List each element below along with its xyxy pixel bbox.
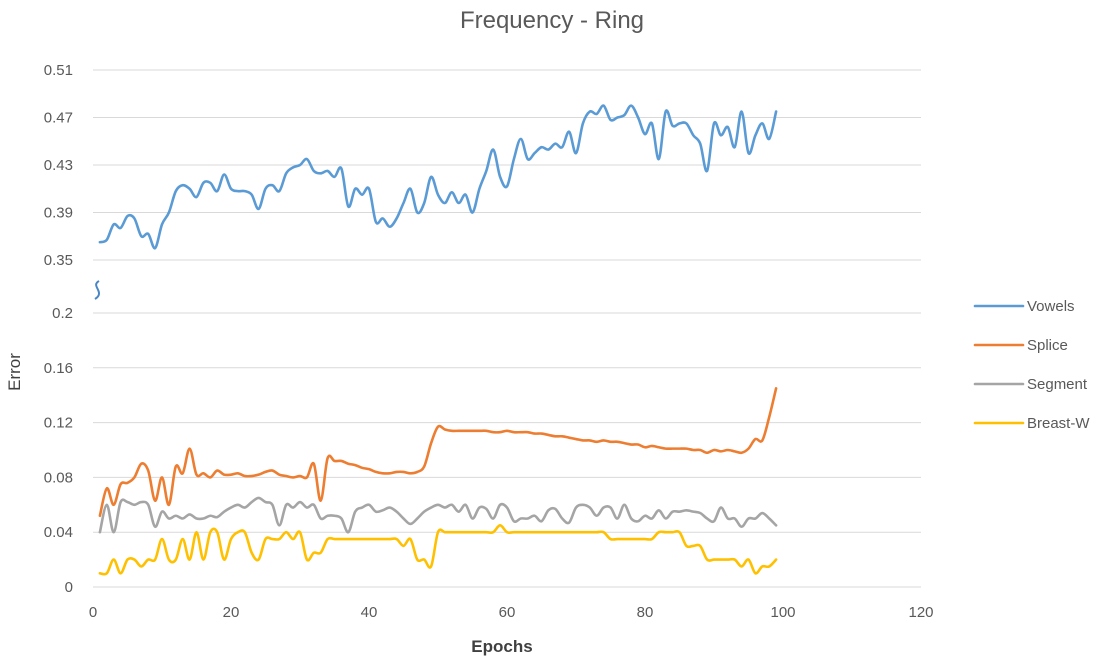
axis-break-icon bbox=[94, 280, 100, 300]
legend: Vowels Splice Segment Breast-W bbox=[973, 298, 1090, 432]
x-tick-label: 20 bbox=[223, 604, 240, 621]
lower-y-tick-label: 0 bbox=[65, 579, 73, 596]
lower-y-tick-label: 0.04 bbox=[44, 524, 73, 541]
series-line-splice bbox=[98, 387, 778, 518]
y-axis-title: Error bbox=[5, 353, 24, 391]
legend-label: Splice bbox=[1027, 337, 1068, 354]
x-tick-label: 80 bbox=[637, 604, 654, 621]
lower-y-tick-label: 0.08 bbox=[44, 469, 73, 486]
x-axis-title: Epochs bbox=[471, 637, 532, 656]
x-tick-label: 0 bbox=[89, 604, 97, 621]
upper-y-tick-label: 0.47 bbox=[44, 110, 73, 127]
series-line-breast-w bbox=[98, 524, 778, 576]
x-tick-label: 100 bbox=[770, 604, 795, 621]
x-tick-labels: 0 20 40 60 80 100 120 bbox=[89, 604, 934, 621]
upper-y-tick-label: 0.39 bbox=[44, 205, 73, 222]
upper-y-tick-labels: 0.35 0.39 0.43 0.47 0.51 bbox=[44, 62, 73, 269]
upper-y-tick-label: 0.51 bbox=[44, 62, 73, 79]
series-line-segment bbox=[98, 496, 778, 534]
upper-gridlines bbox=[93, 69, 921, 261]
upper-y-tick-label: 0.35 bbox=[44, 252, 73, 269]
x-tick-label: 120 bbox=[908, 604, 933, 621]
lower-y-tick-label: 0.16 bbox=[44, 360, 73, 377]
legend-label: Vowels bbox=[1027, 298, 1075, 315]
lower-gridlines bbox=[93, 312, 921, 588]
x-tick-label: 60 bbox=[499, 604, 516, 621]
x-tick-label: 40 bbox=[361, 604, 378, 621]
lower-y-tick-label: 0.2 bbox=[52, 305, 73, 322]
legend-label: Breast-W bbox=[1027, 415, 1090, 432]
legend-label: Segment bbox=[1027, 376, 1088, 393]
series-lines bbox=[98, 104, 778, 576]
lower-y-tick-labels: 0 0.04 0.08 0.12 0.16 0.2 bbox=[44, 305, 73, 596]
lower-y-tick-label: 0.12 bbox=[44, 415, 73, 432]
series-line-vowels bbox=[98, 104, 778, 250]
upper-y-tick-label: 0.43 bbox=[44, 157, 73, 174]
chart-title: Frequency - Ring bbox=[460, 7, 644, 34]
